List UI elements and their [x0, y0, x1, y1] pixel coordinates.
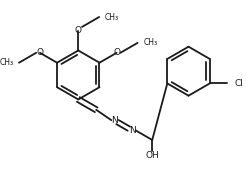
Text: CH₃: CH₃: [0, 58, 13, 67]
Text: OH: OH: [145, 151, 159, 159]
Text: O: O: [75, 26, 82, 35]
Text: O: O: [36, 48, 43, 57]
Text: N: N: [111, 116, 118, 125]
Text: N: N: [129, 126, 136, 135]
Text: O: O: [113, 48, 120, 57]
Text: Cl: Cl: [234, 79, 243, 88]
Text: CH₃: CH₃: [143, 38, 157, 47]
Text: CH₃: CH₃: [105, 12, 119, 22]
